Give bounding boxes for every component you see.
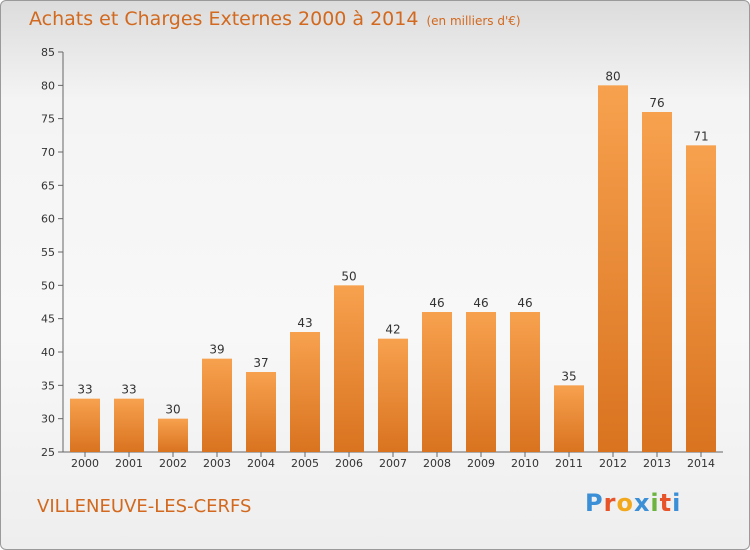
x-tick-label: 2006 xyxy=(335,457,363,470)
bar-2001 xyxy=(114,398,144,452)
bar-value-label: 30 xyxy=(165,403,180,417)
y-tick-label: 30 xyxy=(41,413,55,426)
x-tick-label: 2002 xyxy=(159,457,187,470)
bar-value-label: 43 xyxy=(297,316,312,330)
bar-2006 xyxy=(334,285,364,452)
y-tick-label: 25 xyxy=(41,446,55,459)
x-tick-label: 2001 xyxy=(115,457,143,470)
bar-2011 xyxy=(554,385,584,452)
bar-value-label: 37 xyxy=(253,356,268,370)
bar-value-label: 76 xyxy=(649,96,664,110)
bar-2008 xyxy=(422,312,452,452)
bar-2007 xyxy=(378,338,408,452)
bar-value-label: 39 xyxy=(209,343,224,357)
bar-value-label: 50 xyxy=(341,269,356,283)
logo-letter: t xyxy=(659,489,673,517)
bar-2010 xyxy=(510,312,540,452)
bar-2013 xyxy=(642,112,672,452)
x-tick-label: 2011 xyxy=(555,457,583,470)
y-tick-label: 70 xyxy=(41,146,55,159)
y-tick-label: 60 xyxy=(41,213,55,226)
proxiti-logo[interactable]: Proxiti xyxy=(585,489,681,517)
y-tick-label: 55 xyxy=(41,246,55,259)
y-tick-label: 80 xyxy=(41,79,55,92)
commune-name: VILLENEUVE-LES-CERFS xyxy=(37,496,252,517)
chart-unit-note: (en milliers d'€) xyxy=(426,14,521,28)
logo-letter: o xyxy=(616,489,634,517)
x-tick-label: 2003 xyxy=(203,457,231,470)
chart-title: Achats et Charges Externes 2000 à 2014 (e… xyxy=(29,8,521,30)
bar-value-label: 33 xyxy=(77,383,92,397)
logo-letter: i xyxy=(650,489,660,517)
x-tick-label: 2000 xyxy=(71,457,99,470)
y-tick-label: 75 xyxy=(41,113,55,126)
bar-2000 xyxy=(70,398,100,452)
chart-title-text: Achats et Charges Externes 2000 à 2014 xyxy=(29,8,419,30)
logo-letter: x xyxy=(633,489,651,517)
bar-2012 xyxy=(598,85,628,452)
bar-2009 xyxy=(466,312,496,452)
y-tick-label: 45 xyxy=(41,313,55,326)
bar-value-label: 80 xyxy=(605,69,620,83)
chart-bars: 33 33 30 39 37 43 50 42 46 46 46 35 80 76 71 xyxy=(70,69,716,453)
x-tick-label: 2005 xyxy=(291,457,319,470)
bar-value-label: 46 xyxy=(473,296,488,310)
y-tick-label: 65 xyxy=(41,179,55,192)
y-tick-label: 50 xyxy=(41,279,55,292)
x-tick-label: 2010 xyxy=(511,457,539,470)
bar-value-label: 33 xyxy=(121,383,136,397)
x-tick-label: 2007 xyxy=(379,457,407,470)
bar-2002 xyxy=(158,418,188,452)
bar-value-label: 35 xyxy=(561,369,576,383)
y-tick-label: 85 xyxy=(41,46,55,59)
x-tick-label: 2004 xyxy=(247,457,275,470)
x-tick-label: 2009 xyxy=(467,457,495,470)
x-tick-label: 2008 xyxy=(423,457,451,470)
bar-2014 xyxy=(686,145,716,453)
bar-value-label: 46 xyxy=(429,296,444,310)
x-tick-label: 2013 xyxy=(643,457,671,470)
logo-letter: i xyxy=(672,489,682,517)
logo-letter: r xyxy=(603,489,617,517)
y-tick-label: 35 xyxy=(41,379,55,392)
bar-2003 xyxy=(202,358,232,452)
bar-2005 xyxy=(290,332,320,452)
bar-value-label: 46 xyxy=(517,296,532,310)
logo-letter: P xyxy=(585,489,604,517)
y-tick-label: 40 xyxy=(41,346,55,359)
x-tick-label: 2012 xyxy=(599,457,627,470)
bar-value-label: 42 xyxy=(385,323,400,337)
bar-2004 xyxy=(246,372,276,452)
x-tick-label: 2014 xyxy=(687,457,715,470)
bar-value-label: 71 xyxy=(693,129,708,143)
